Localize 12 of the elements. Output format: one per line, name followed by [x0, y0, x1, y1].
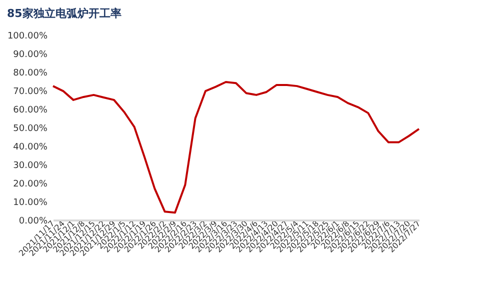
y-tick-label: 60.00%	[13, 106, 48, 116]
chart-title: 85家独立电弧炉开工率	[6, 7, 122, 20]
y-tick-label: 70.00%	[13, 87, 48, 97]
line-series	[52, 80, 420, 214]
y-tick-label: 90.00%	[13, 50, 48, 60]
y-tick-label: 80.00%	[13, 68, 48, 78]
y-tick-label: 40.00%	[13, 142, 48, 152]
y-tick-label: 20.00%	[13, 180, 48, 190]
y-tick-label: 10.00%	[13, 198, 48, 208]
y-tick-label: 50.00%	[13, 124, 48, 134]
y-tick-label: 100.00%	[7, 32, 48, 42]
y-tick-label: 30.00%	[13, 161, 48, 171]
